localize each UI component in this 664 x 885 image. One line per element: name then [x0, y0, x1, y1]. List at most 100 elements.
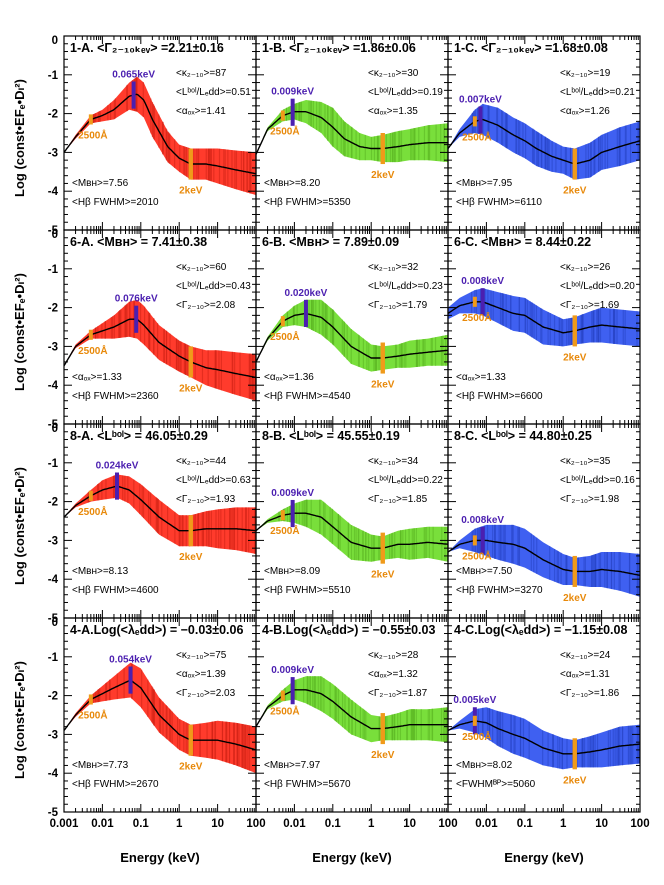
uv-2500a-label: 2500Å [270, 705, 299, 718]
panel-plot-area [448, 707, 640, 770]
x-tick-label: 1 [560, 818, 567, 830]
panel-frame [447, 617, 641, 813]
panel-1-B: 1-B. <Γ₂₋₁₀ₖₑᵥ> =1.86±0.06 0.009keV 2500Å 2… [255, 35, 449, 231]
y-axis-label-row-1: Log (const•EFₑ•Dₗ²) [12, 79, 27, 197]
panel-stat-top: <Γ₂₋₁₀>=1.98 [560, 494, 620, 505]
y-tick-label: -5 [48, 225, 59, 237]
panel-stat-bottom: <Mʙʜ>=7.50 [456, 566, 513, 577]
panel-stat-top: <αₒₓ>=1.35 [368, 106, 418, 117]
peak-energy-label: 0.065keV [112, 69, 155, 80]
x-axis-label-col-a: Energy (keV) [120, 850, 199, 865]
panel-stat-bottom: <Mʙʜ>=8.13 [72, 566, 129, 577]
sed-curve [64, 485, 256, 532]
uv-2500a-label: 2500Å [78, 128, 107, 141]
y-tick-label: 0 [52, 617, 58, 629]
panel-stat-bottom: <αₒₓ>=1.33 [456, 372, 506, 383]
peak-energy-label: 0.076keV [115, 294, 158, 305]
xray-2kev-marker [380, 713, 385, 745]
x-axis-labels: Energy (keV) Energy (keV) Energy (keV) [120, 850, 583, 865]
y-tick-label: -5 [48, 613, 59, 625]
panel-4-A: -5 -4 -3 -2 -1 0 0.001 0.01 0.1 1 10 100 4-A.Log(<λₑ… [48, 617, 266, 830]
panel-stat-bottom: <FWHMᴮᴾ>=5060 [456, 779, 536, 790]
xray-2kev-marker [188, 346, 193, 378]
y-axis-label-row-4: Log (const•EFₑ•Dₗ²) [12, 661, 27, 779]
xray-2kev-label: 2keV [563, 352, 587, 363]
panel-plot-area [64, 472, 256, 554]
x-tick-label: 10 [595, 818, 608, 830]
panel-stat-bottom: <Hβ FWHM>=2010 [72, 197, 159, 208]
panel-6-B: 6-B. <Mʙʜ> = 7.89±0.09 0.020keV 2500Å 2keV <… [255, 229, 449, 425]
xray-2kev-label: 2keV [371, 380, 395, 391]
x-tick-label: 100 [438, 818, 457, 830]
peak-energy-label: 0.020keV [285, 288, 328, 299]
peak-energy-marker [290, 677, 295, 705]
panel-title: 1-A. <Γ₂₋₁₀ₖₑᵥ> =2.21±0.16 [70, 41, 224, 55]
peak-energy-marker [131, 81, 136, 109]
xray-2kev-label: 2keV [179, 383, 203, 394]
panel-stat-top: <αₒₓ>=1.31 [560, 669, 610, 680]
uv-2500a-marker [280, 110, 285, 121]
panel-6-C: 6-C. <Mʙʜ> = 8.44±0.22 0.008keV 2500Å 2keV <… [447, 229, 641, 425]
panel-stat-top: <κ₂₋₁₀>=87 [176, 68, 227, 79]
sed-curve [256, 689, 448, 730]
xray-2kev-label: 2keV [371, 570, 395, 581]
panel-stat-top: <κ₂₋₁₀>=30 [368, 68, 419, 79]
panel-stat-bottom: <Hβ FWHM>=4540 [264, 391, 351, 402]
panel-title: 1-B. <Γ₂₋₁₀ₖₑᵥ> =1.86±0.06 [262, 41, 416, 55]
peak-energy-marker [303, 299, 308, 327]
sed-curve [256, 111, 448, 155]
panel-stat-top: <Lᵇᵒˡ/Lₑdd>=0.43 [176, 281, 251, 292]
uv-2500a-marker [88, 114, 93, 125]
panel-1-A: -5 -4 -3 -2 -1 0 1-A. <Γ₂₋₁₀ₖₑᵥ> =2.21±0.16 0.0… [48, 35, 257, 237]
panel-stat-bottom: <Hβ FWHM>=6110 [456, 197, 542, 208]
panel-title: 4-A.Log(<λₑdd>) = −0.03±0.06 [70, 623, 243, 637]
panel-stat-top: <κ₂₋₁₀>=75 [176, 650, 227, 661]
xray-2kev-marker [188, 515, 193, 547]
panel-stat-top: <Lᵇᵒˡ/Lₑdd>=0.51 [176, 87, 251, 98]
panel-stat-top: <αₒₓ>=1.26 [560, 106, 610, 117]
y-tick-label: -4 [48, 574, 59, 586]
panel-stat-bottom: <Hβ FWHM>=4600 [72, 585, 159, 596]
uv-2500a-label: 2500Å [270, 330, 299, 343]
y-tick-label: -1 [48, 70, 59, 82]
xray-2kev-marker [380, 532, 385, 564]
panel-stat-top: <Γ₂₋₁₀>=1.86 [560, 688, 620, 699]
panel-plot-area [256, 299, 448, 374]
sed-curve [448, 301, 640, 334]
y-tick-label: -1 [48, 458, 59, 470]
peak-energy-marker [480, 526, 485, 554]
y-tick-label: -1 [48, 652, 59, 664]
peak-energy-label: 0.009keV [271, 87, 314, 98]
panel-stat-bottom: <Hβ FWHM>=6600 [456, 391, 543, 402]
panel-stat-bottom: <Mʙʜ>=7.73 [72, 760, 129, 771]
xray-2kev-label: 2keV [563, 593, 587, 604]
xray-2kev-marker [572, 738, 577, 770]
panel-8-B: 8-B. <Lᵇᵒˡ> = 45.55±0.19 0.009keV 2500Å 2ke… [255, 423, 449, 619]
y-tick-label: -4 [48, 768, 59, 780]
y-tick-label: -2 [48, 497, 58, 509]
xray-2kev-label: 2keV [179, 552, 203, 563]
panel-plot-area [448, 524, 640, 597]
sed-curve [448, 539, 640, 576]
panel-8-A: -5 -4 -3 -2 -1 0 8-A. <Lᵇᵒˡ> = 46.05±0.29 0.024… [48, 423, 257, 625]
uv-2500a-marker [472, 116, 477, 127]
uv-2500a-marker [472, 535, 477, 546]
panel-stat-top: <αₒₓ>=1.32 [368, 669, 418, 680]
x-tick-label: 0.01 [475, 818, 498, 830]
panel-title: 8-C. <Lᵇᵒˡ> = 44.80±0.25 [454, 429, 592, 443]
panel-stat-top: <Γ₂₋₁₀>=2.08 [176, 300, 236, 311]
uv-2500a-marker [88, 490, 93, 501]
panel-stat-bottom: <Mʙʜ>=8.02 [456, 760, 513, 771]
xray-2kev-marker [572, 555, 577, 587]
panel-title: 1-C. <Γ₂₋₁₀ₖₑᵥ> =1.68±0.08 [454, 41, 608, 55]
panel-4-B: 0.01 0.1 1 10 100 4-B.Log(<λₑdd>) = −0.55±0.0… [255, 617, 458, 830]
panel-stat-bottom: <αₒₓ>=1.33 [72, 372, 122, 383]
panel-stat-top: <κ₂₋₁₀>=60 [176, 262, 227, 273]
uv-2500a-marker [280, 510, 285, 521]
peak-energy-marker [115, 472, 120, 500]
panel-title: 6-B. <Mʙʜ> = 7.89±0.09 [262, 235, 399, 249]
uv-2500a-marker [280, 690, 285, 701]
y-tick-label: 0 [52, 423, 58, 435]
peak-energy-marker [128, 666, 133, 694]
